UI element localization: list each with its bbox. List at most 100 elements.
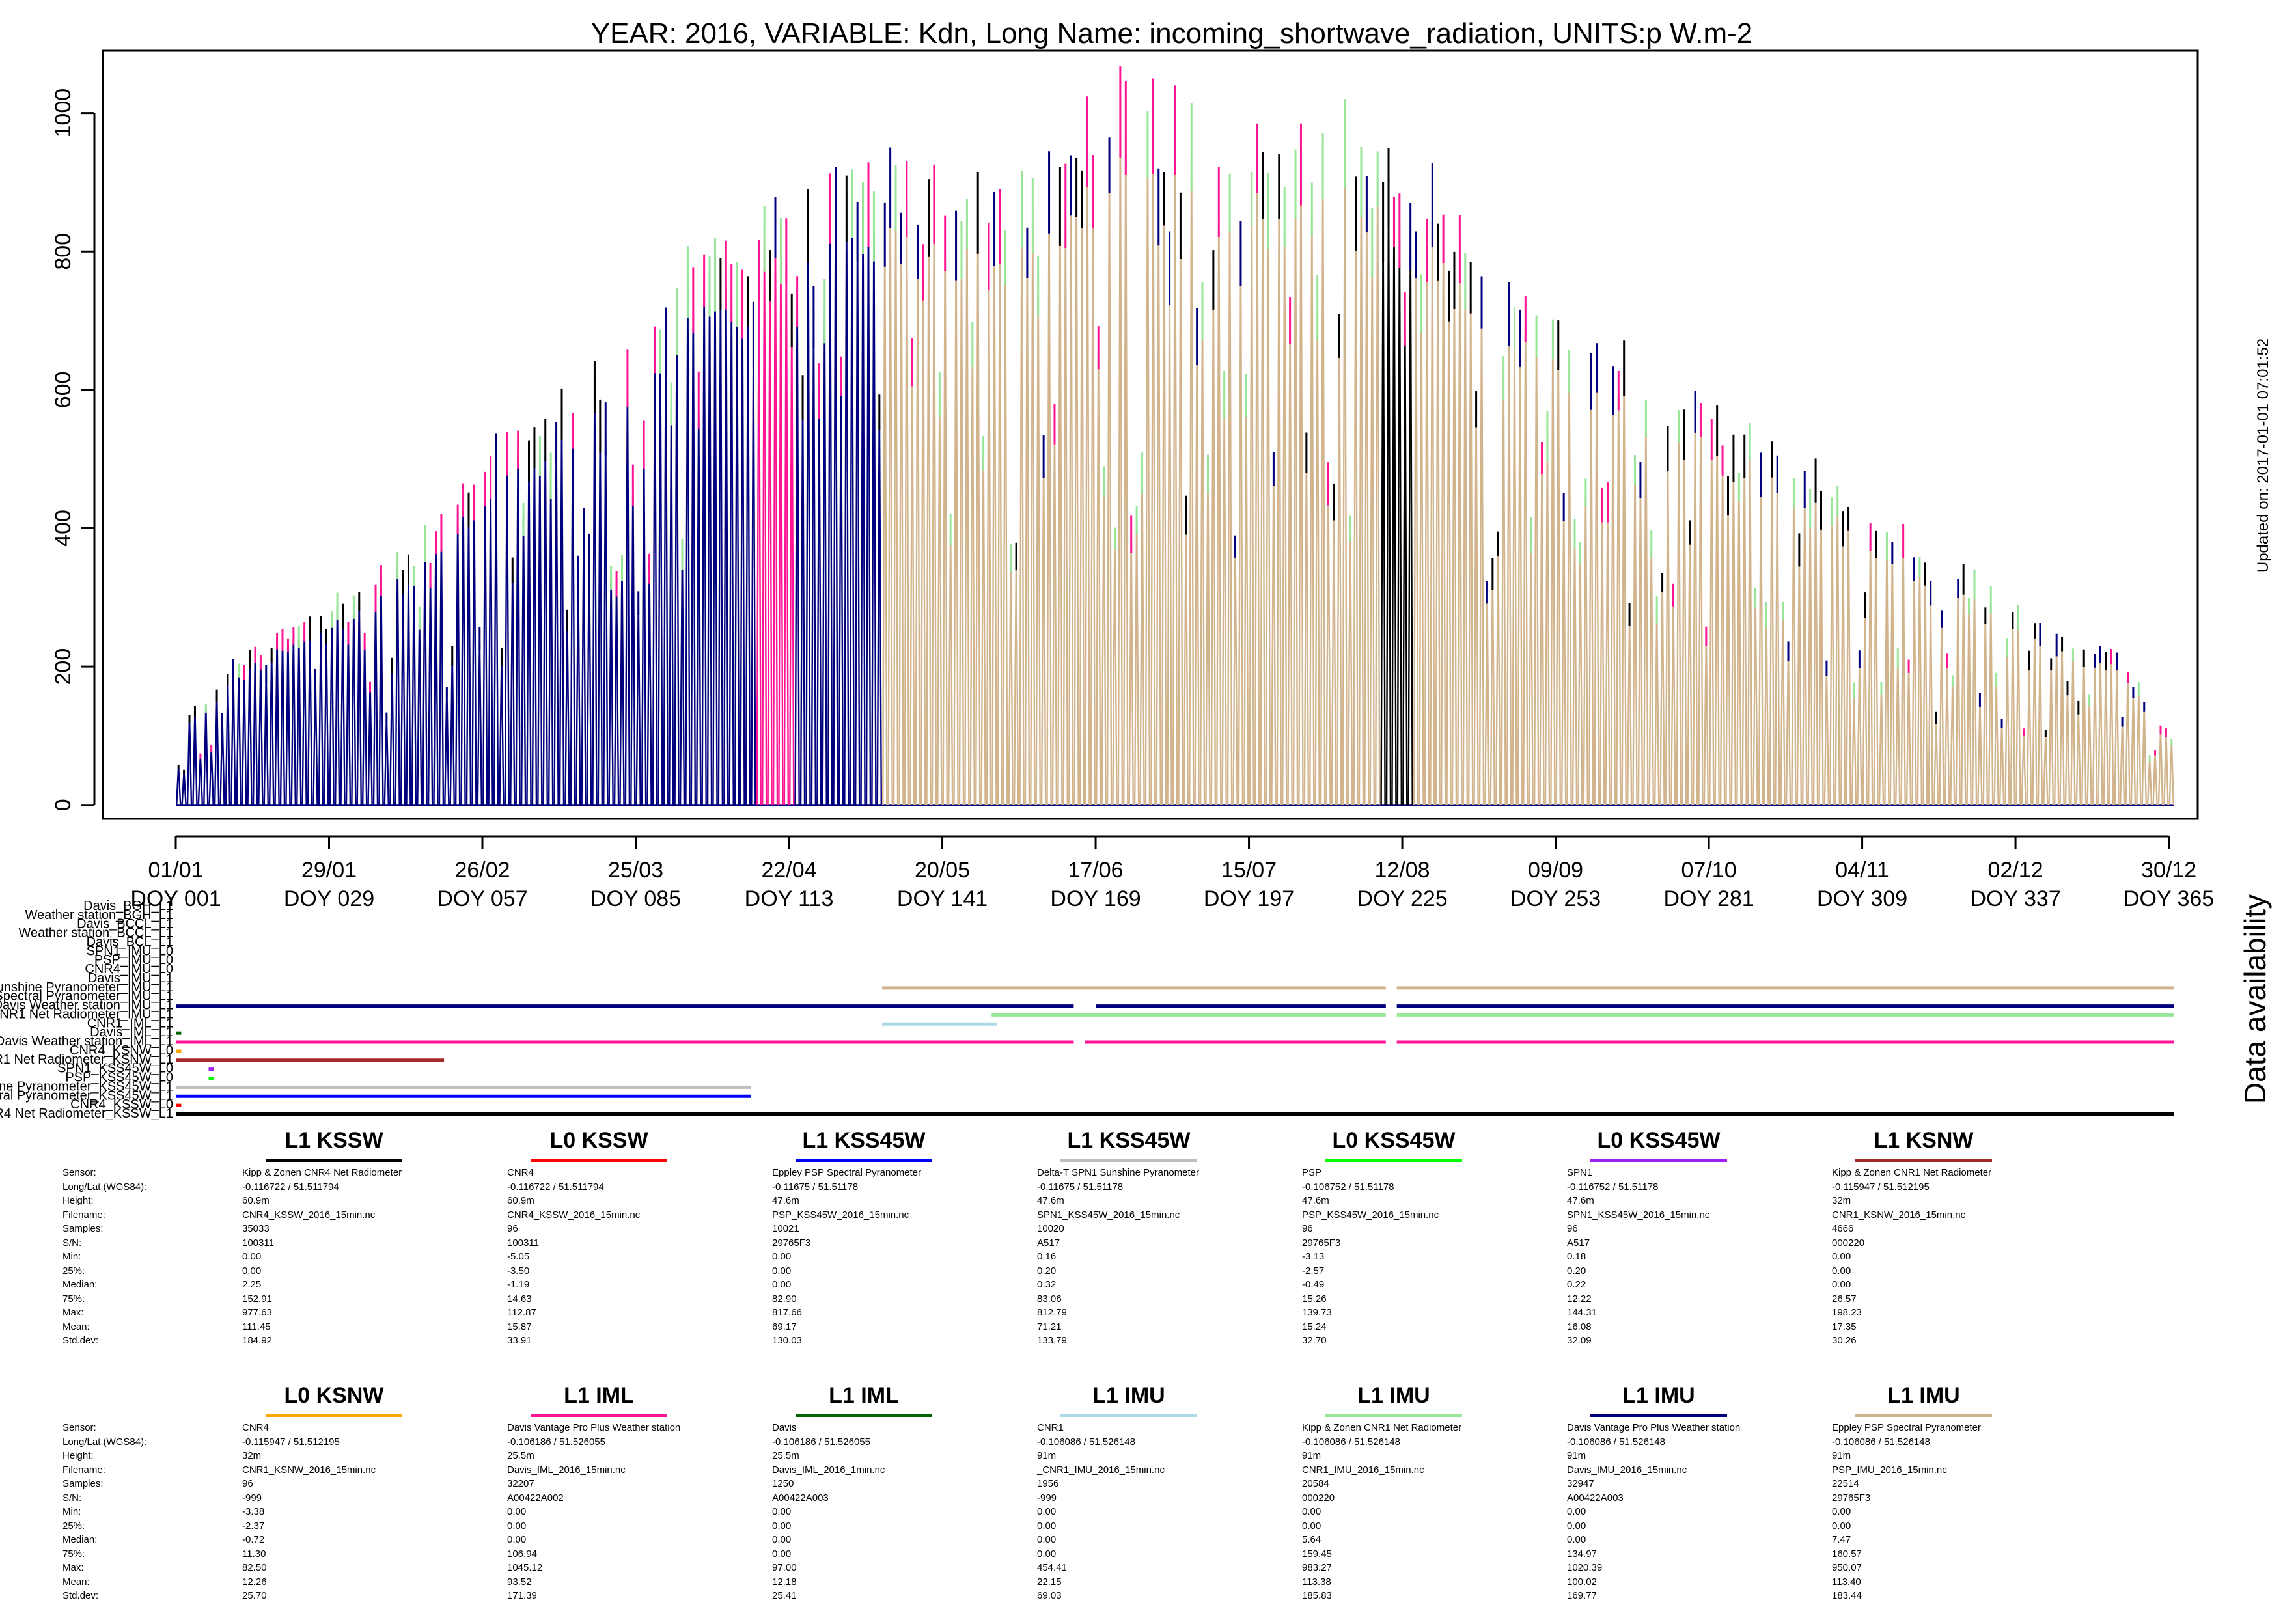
daily-spike: [703, 263, 707, 805]
daily-spike: [276, 635, 280, 805]
daily-spike: [1973, 582, 1978, 805]
daily-spike: [1327, 479, 1331, 805]
daily-spike: [1853, 689, 1857, 805]
daily-spike: [626, 372, 631, 805]
daily-spike: [1804, 482, 1808, 805]
daily-spike: [1053, 413, 1058, 805]
daily-spike: [194, 709, 198, 805]
daily-spike: [484, 480, 488, 805]
daily-spike: [1135, 510, 1140, 805]
y-tick-label: 800: [51, 233, 76, 270]
daily-spike: [292, 631, 297, 805]
daily-spike: [1869, 529, 1874, 805]
daily-spike: [183, 771, 187, 805]
daily-spike: [1289, 304, 1293, 805]
daily-spike: [495, 452, 499, 805]
daily-spike: [632, 480, 636, 805]
daily-spike: [560, 407, 565, 805]
daily-spike: [1086, 133, 1090, 805]
daily-spike: [287, 639, 291, 805]
daily-spike: [966, 200, 970, 805]
daily-spike: [1700, 405, 1704, 805]
daily-spike: [566, 616, 570, 805]
daily-spike: [2088, 697, 2092, 805]
daily-spike: [1535, 318, 1540, 805]
daily-spike: [1968, 598, 1972, 805]
daily-spike: [2066, 685, 2071, 805]
daily-spike: [1125, 120, 1129, 805]
daily-spike: [1787, 648, 1792, 805]
daily-spike: [210, 747, 214, 805]
daily-spike: [1316, 299, 1320, 805]
daily-spike: [1464, 266, 1468, 805]
daily-spike: [369, 682, 373, 805]
daily-spike: [1618, 376, 1622, 805]
daily-spike: [363, 637, 368, 805]
daily-spike: [1256, 139, 1260, 805]
daily-spike: [1645, 405, 1649, 805]
daily-spike: [2034, 624, 2038, 805]
daily-spike: [1064, 199, 1068, 805]
daily-spike: [637, 598, 641, 805]
daily-spike: [835, 186, 838, 805]
daily-spike: [1508, 305, 1512, 805]
daily-spike: [1201, 299, 1206, 805]
availability-row-label: Davis Weather station_IML_L1: [0, 1034, 173, 1049]
daily-spike: [1650, 536, 1654, 805]
daily-spike: [2121, 720, 2125, 805]
daily-spike: [1010, 551, 1014, 805]
availability-title: Data availability: [2238, 894, 2272, 1104]
availability-row-label: Sunshine Pyranometer_KSS45W_L1: [0, 1079, 173, 1094]
daily-spike: [681, 549, 685, 805]
daily-spike: [1727, 489, 1731, 805]
daily-spike: [1146, 123, 1151, 805]
daily-spike: [1442, 215, 1446, 805]
daily-spike: [922, 256, 926, 805]
daily-spike: [1984, 607, 1989, 805]
daily-spike: [741, 298, 745, 805]
daily-spike: [1694, 400, 1698, 805]
daily-spike: [1262, 167, 1266, 805]
timeseries-lines: [176, 66, 2174, 806]
daily-spike: [665, 322, 669, 805]
daily-spike: [1223, 385, 1227, 805]
daily-spike: [763, 225, 768, 805]
plot-frame: [102, 49, 2199, 820]
daily-spike: [2143, 704, 2147, 805]
daily-spike: [1278, 167, 1282, 805]
daily-spike: [1918, 558, 1923, 805]
daily-spike: [1048, 184, 1052, 805]
daily-spike: [862, 206, 866, 805]
availability-row-label: Davis_IMU_L1: [88, 971, 173, 985]
daily-spike: [1525, 302, 1529, 805]
daily-spike: [1174, 120, 1178, 805]
daily-spike: [1004, 240, 1008, 805]
daily-spike: [2028, 658, 2032, 805]
daily-spike: [577, 568, 581, 805]
daily-spike: [659, 336, 663, 805]
daily-spike: [1130, 530, 1134, 805]
daily-spike: [1579, 544, 1583, 805]
daily-spike: [1990, 597, 1994, 805]
daily-spike: [2055, 643, 2060, 805]
daily-spike: [1355, 203, 1359, 805]
daily-spike: [1777, 465, 1780, 805]
x-tick-date: 22/04: [761, 858, 816, 883]
chart-title: YEAR: 2016, VARIABLE: Kdn, Long Name: in…: [591, 18, 1752, 49]
daily-spike: [429, 568, 434, 805]
daily-spike: [823, 303, 827, 805]
daily-spike: [1409, 223, 1413, 805]
daily-spike: [648, 564, 652, 805]
daily-spike: [1519, 329, 1523, 805]
daily-spike: [1092, 178, 1096, 805]
daily-spike: [2127, 672, 2131, 805]
daily-spike: [238, 666, 242, 805]
daily-spike: [1667, 442, 1671, 805]
x-tick-date: 26/02: [454, 858, 510, 883]
daily-spike: [1979, 698, 1983, 805]
daily-spike: [1239, 241, 1244, 805]
availability-row-label: CNR4_IMU_L0: [85, 962, 173, 976]
availability-row-label: CNR1_IML_L1: [87, 1016, 173, 1030]
daily-spike: [456, 510, 461, 805]
daily-spike: [2105, 658, 2109, 805]
